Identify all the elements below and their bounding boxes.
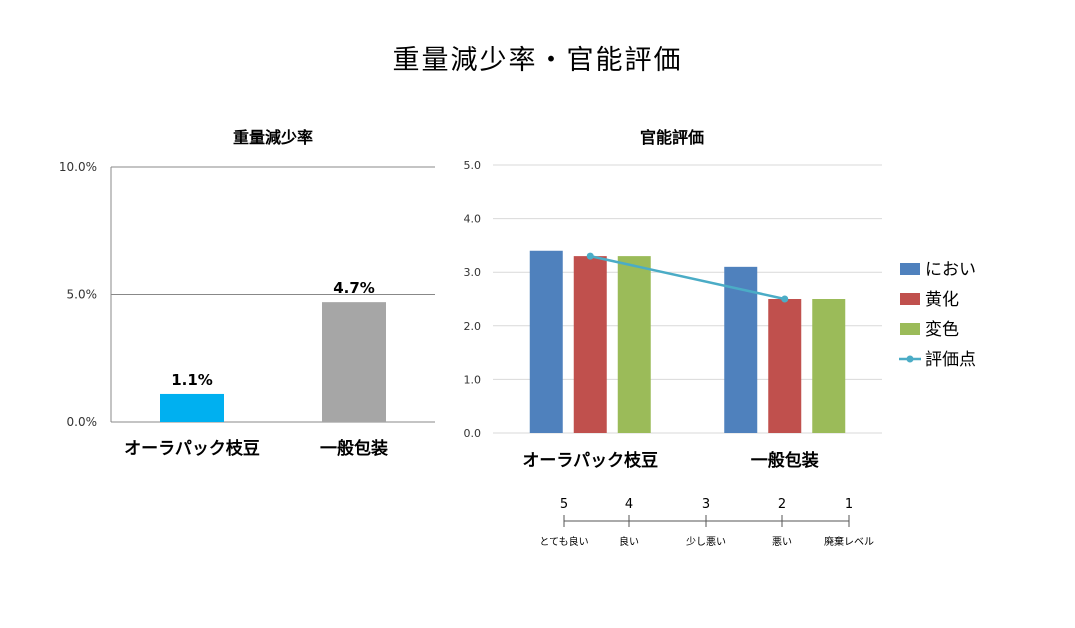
chart1-bar — [322, 302, 386, 422]
legend-swatch — [900, 263, 920, 275]
scale-value-label: 3 — [702, 497, 710, 512]
chart2-category-label: 一般包装 — [751, 450, 819, 471]
legend-label: 変色 — [925, 320, 959, 340]
chart2-bar — [617, 256, 651, 433]
chart2-bar — [573, 256, 607, 433]
chart1-ytick-label: 10.0% — [59, 160, 97, 174]
chart1-data-label: 4.7% — [333, 279, 375, 297]
chart1-data-label: 1.1% — [171, 371, 213, 389]
scale-level-label: 良い — [619, 535, 639, 548]
legend-label: 黄化 — [925, 290, 959, 310]
scale-value-label: 5 — [560, 497, 568, 512]
chart1-title: 重量減少率 — [233, 128, 313, 147]
scale-level-label: 少し悪い — [686, 536, 726, 548]
chart1-category-label: 一般包装 — [320, 438, 388, 459]
chart1-ytick-label: 0.0% — [67, 415, 98, 429]
chart2-line-series — [589, 254, 786, 301]
legend-line-marker — [906, 355, 914, 363]
scale-level-label: 悪い — [772, 536, 792, 548]
chart2-bar — [724, 266, 758, 433]
chart1-ytick-label: 5.0% — [67, 288, 98, 302]
legend-label: におい — [925, 260, 976, 280]
page-title: 重量減少率・官能評価 — [392, 45, 683, 76]
scale-value-label: 2 — [778, 497, 786, 512]
chart1-bar — [160, 393, 224, 422]
chart2-line-point — [781, 295, 789, 303]
chart2-ytick-label: 5.0 — [464, 159, 482, 172]
chart1-category-label: オーラパック枝豆 — [124, 438, 260, 459]
legend-label: 評価点 — [925, 350, 976, 370]
chart2-line-point — [586, 252, 594, 260]
chart2-category-label: オーラパック枝豆 — [522, 450, 658, 471]
chart2-ytick-label: 3.0 — [464, 266, 482, 279]
legend-swatch — [900, 293, 920, 305]
legend-swatch — [900, 323, 920, 335]
chart2-title: 官能評価 — [640, 128, 704, 147]
chart2-ytick-label: 0.0 — [464, 427, 482, 440]
chart2-bar — [812, 299, 846, 433]
chart2-ytick-label: 1.0 — [464, 373, 482, 386]
scale-value-label: 1 — [845, 497, 853, 512]
chart2-bar — [768, 299, 802, 433]
chart2-ytick-label: 4.0 — [464, 213, 482, 226]
scale-level-label: とても良い — [539, 535, 588, 548]
scale-level-label: 廃棄レベル — [824, 535, 874, 548]
scale-value-label: 4 — [625, 497, 633, 512]
chart2-ytick-label: 2.0 — [464, 320, 482, 333]
chart2-bar — [529, 250, 563, 433]
